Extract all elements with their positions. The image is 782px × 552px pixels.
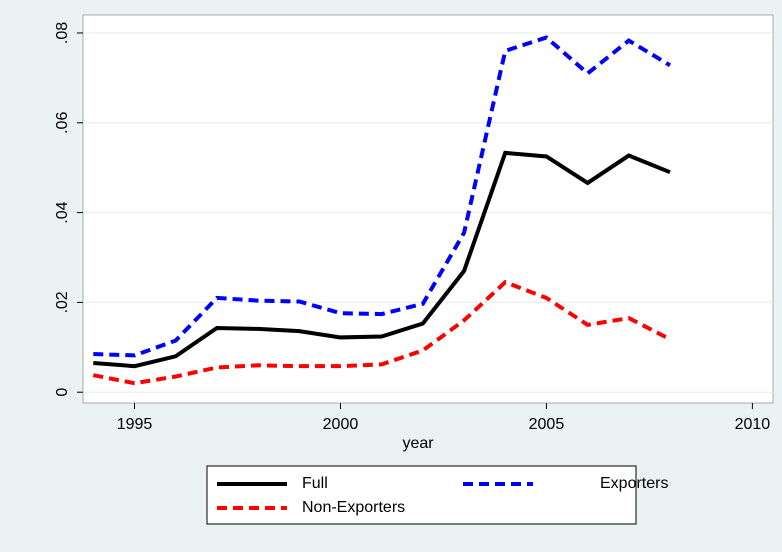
- x-tick-label: 2010: [735, 416, 771, 433]
- series-line: [93, 35, 672, 358]
- x-axis-label: year: [402, 435, 434, 452]
- y-tick-label: .02: [54, 291, 71, 313]
- legend-box: [206, 465, 637, 525]
- series-line: [92, 279, 671, 386]
- y-tick-label: .04: [54, 201, 71, 223]
- plot-area: [82, 14, 774, 404]
- y-tick-label: .08: [54, 22, 71, 44]
- y-tick-label: 0: [54, 388, 71, 397]
- x-tick-label: 2000: [323, 416, 359, 433]
- series-line: [93, 150, 671, 369]
- y-tick-label: .06: [54, 112, 71, 134]
- legend-label: Full: [302, 475, 328, 492]
- legend-label: Exporters: [600, 475, 668, 492]
- x-tick-label: 2005: [529, 416, 565, 433]
- x-tick-label: 1995: [117, 416, 153, 433]
- legend-label: Non-Exporters: [302, 499, 405, 516]
